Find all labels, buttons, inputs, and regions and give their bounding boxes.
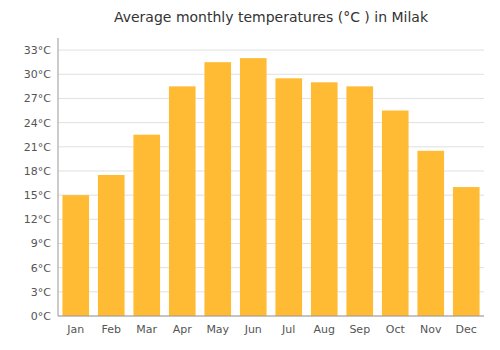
y-tick-label: 24°C — [24, 117, 51, 130]
title: Average monthly temperatures (°C ) in Mi… — [114, 9, 429, 25]
y-tick-label: 30°C — [24, 68, 51, 81]
bar — [240, 58, 267, 316]
x-tick-label: May — [206, 323, 229, 336]
x-tick-label: Sep — [349, 323, 370, 336]
bar — [62, 195, 89, 316]
y-tick-label: 6°C — [31, 262, 51, 275]
x-tick-label: Jan — [66, 323, 84, 336]
y-tick-label: 9°C — [31, 237, 51, 250]
y-axis-line — [58, 38, 59, 316]
grid-line — [58, 50, 484, 51]
grid-line — [58, 122, 484, 123]
bar — [382, 111, 409, 316]
y-tick-label: 12°C — [24, 213, 51, 226]
x-tick-label: Oct — [386, 323, 406, 336]
grid-line — [58, 98, 484, 99]
y-tick-label: 27°C — [24, 92, 51, 105]
bar — [311, 82, 338, 316]
x-tick-label: Aug — [314, 323, 335, 336]
x-tick-label: Apr — [173, 323, 193, 336]
bar — [417, 151, 444, 316]
x-tick-label: Dec — [456, 323, 477, 336]
x-tick-label: Jun — [244, 323, 262, 336]
x-axis-line — [58, 316, 484, 317]
y-tick-label: 3°C — [31, 286, 51, 299]
x-tick-label: Jul — [281, 323, 295, 336]
bar — [275, 78, 302, 316]
y-tick-label: 15°C — [24, 189, 51, 202]
y-tick-label: 33°C — [24, 44, 51, 57]
bar — [204, 62, 231, 316]
grid — [58, 50, 484, 316]
x-tick-label: Mar — [136, 323, 157, 336]
grid-line — [58, 146, 484, 147]
y-tick-label: 18°C — [24, 165, 51, 178]
bar — [169, 86, 196, 316]
bar — [98, 175, 125, 316]
y-tick-label: 21°C — [24, 141, 51, 154]
x-tick-label: Feb — [102, 323, 121, 336]
grid-line — [58, 74, 484, 75]
bar — [133, 135, 160, 316]
bar — [453, 187, 480, 316]
bar — [346, 86, 373, 316]
x-tick-label: Nov — [420, 323, 442, 336]
chart-container: Average monthly temperatures (°C ) in Mi… — [0, 0, 500, 350]
grid-line — [58, 316, 484, 317]
y-tick-label: 0°C — [31, 310, 51, 323]
chart: Average monthly temperatures (°C ) in Mi… — [0, 0, 500, 350]
bars — [62, 58, 479, 316]
